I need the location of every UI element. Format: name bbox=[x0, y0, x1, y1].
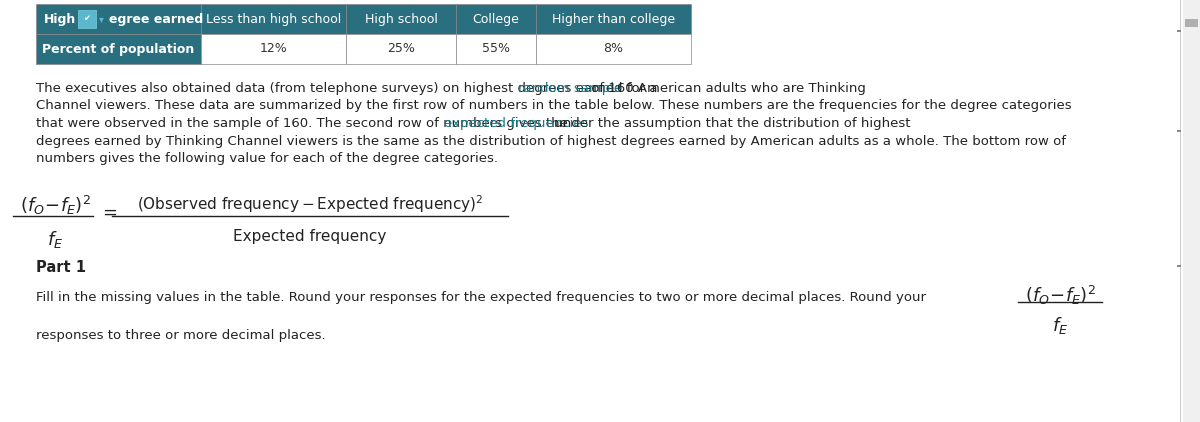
Bar bbox=[36, 4, 202, 34]
Text: under the assumption that the distribution of highest: under the assumption that the distributi… bbox=[550, 117, 911, 130]
Bar bbox=[346, 34, 456, 64]
Bar bbox=[1177, 130, 1181, 132]
Bar bbox=[1177, 265, 1181, 267]
Text: Expected frequency: Expected frequency bbox=[233, 230, 386, 244]
Text: High school: High school bbox=[365, 13, 438, 25]
Bar bbox=[346, 4, 456, 34]
Text: High: High bbox=[44, 13, 77, 25]
Text: numbers gives the following value for each of the degree categories.: numbers gives the following value for ea… bbox=[36, 152, 498, 165]
Text: Higher than college: Higher than college bbox=[552, 13, 676, 25]
Text: Channel viewers. These data are summarized by the first row of numbers in the ta: Channel viewers. These data are summariz… bbox=[36, 100, 1072, 113]
Text: Fill in the missing values in the table. Round your responses for the expected f: Fill in the missing values in the table.… bbox=[36, 292, 926, 305]
Text: $(f_O\!-\!f_E)^2$: $(f_O\!-\!f_E)^2$ bbox=[19, 194, 90, 216]
Text: $f_E$: $f_E$ bbox=[47, 230, 64, 251]
Text: ▾: ▾ bbox=[98, 14, 103, 24]
Bar bbox=[536, 4, 691, 34]
Bar bbox=[1186, 19, 1198, 27]
Text: random sample: random sample bbox=[518, 82, 623, 95]
Bar bbox=[456, 34, 536, 64]
Text: 8%: 8% bbox=[604, 43, 624, 56]
Text: Percent of population: Percent of population bbox=[42, 43, 194, 56]
Bar bbox=[456, 4, 536, 34]
Bar bbox=[1177, 30, 1181, 32]
Text: responses to three or more decimal places.: responses to three or more decimal place… bbox=[36, 330, 325, 343]
Text: Part 1: Part 1 bbox=[36, 260, 86, 274]
Bar bbox=[78, 10, 96, 28]
Text: $(\mathrm{Observed\ frequency} - \mathrm{Expected\ frequency})^2$: $(\mathrm{Observed\ frequency} - \mathrm… bbox=[137, 194, 484, 215]
Bar bbox=[36, 34, 202, 64]
Bar bbox=[1183, 0, 1200, 422]
Text: expected frequencies: expected frequencies bbox=[444, 117, 589, 130]
Text: 12%: 12% bbox=[259, 43, 287, 56]
Text: $f_E$: $f_E$ bbox=[1052, 316, 1068, 336]
Text: Less than high school: Less than high school bbox=[206, 13, 341, 25]
Text: 55%: 55% bbox=[482, 43, 510, 56]
Text: ✔: ✔ bbox=[84, 14, 90, 22]
Text: egree earned: egree earned bbox=[109, 13, 203, 25]
Bar bbox=[536, 34, 691, 64]
Text: $(f_O\!-\!f_E)^2$: $(f_O\!-\!f_E)^2$ bbox=[1025, 284, 1096, 307]
Text: The executives also obtained data (from telephone surveys) on highest degrees ea: The executives also obtained data (from … bbox=[36, 82, 661, 95]
Bar bbox=[202, 4, 346, 34]
Text: degrees earned by Thinking Channel viewers is the same as the distribution of hi: degrees earned by Thinking Channel viewe… bbox=[36, 135, 1066, 148]
Text: =: = bbox=[102, 203, 118, 222]
Text: College: College bbox=[473, 13, 520, 25]
Bar bbox=[202, 34, 346, 64]
Text: of 160 American adults who are Thinking: of 160 American adults who are Thinking bbox=[587, 82, 866, 95]
Text: 25%: 25% bbox=[388, 43, 415, 56]
Text: that were observed in the sample of 160. The second row of numbers gives the: that were observed in the sample of 160.… bbox=[36, 117, 572, 130]
